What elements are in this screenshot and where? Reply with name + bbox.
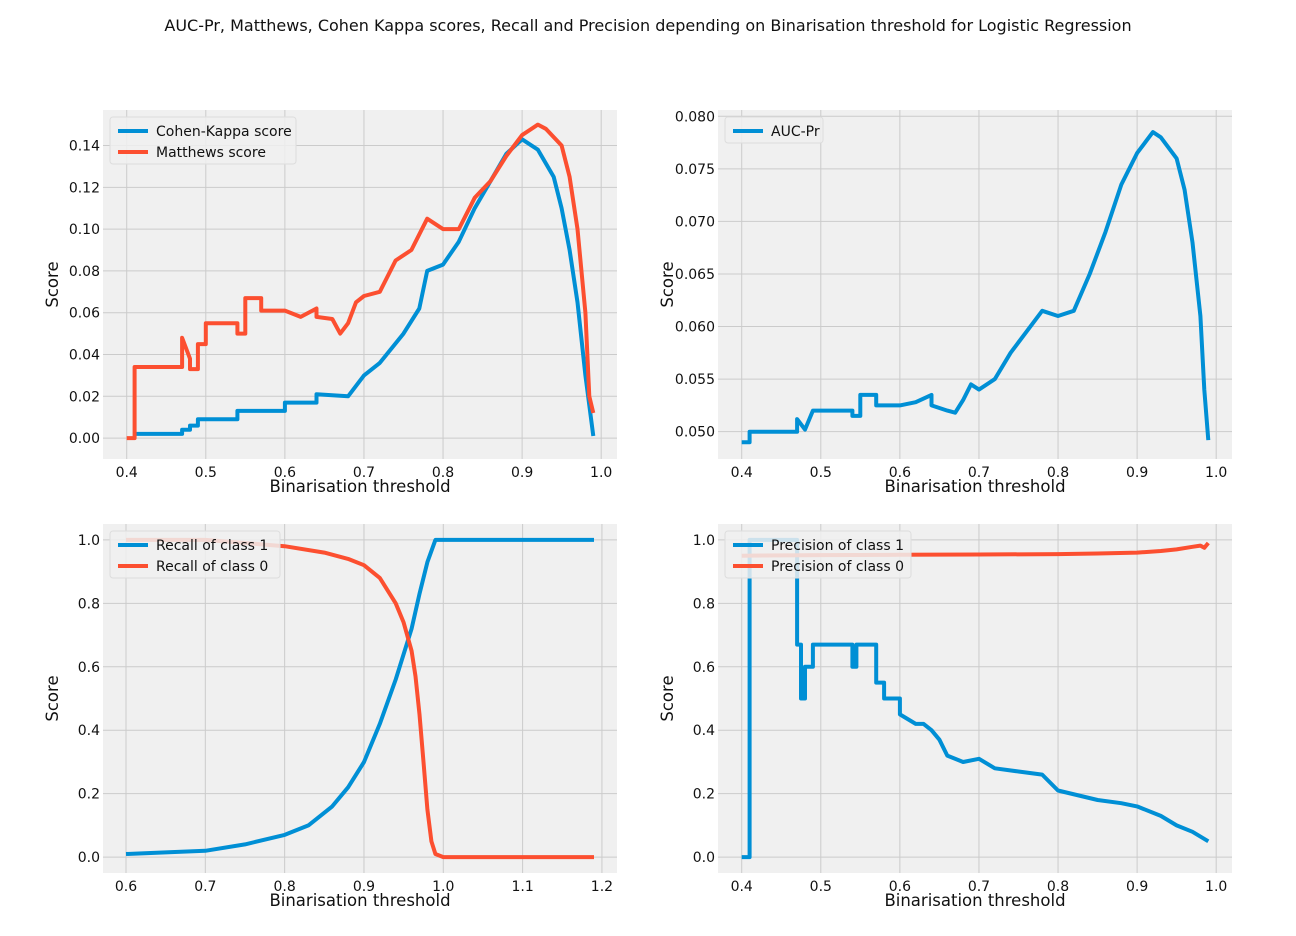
plot-area	[103, 110, 617, 459]
y-axis-label: Score	[658, 261, 677, 307]
x-axis-label: Binarisation threshold	[884, 891, 1065, 910]
x-tick-label: 0.4	[731, 879, 753, 895]
series-line-auc-pr	[741, 130, 1211, 445]
y-tick-label: 0.6	[78, 660, 100, 676]
legend-label: Precision of class 1	[771, 538, 904, 554]
legend	[724, 530, 912, 579]
x-tick-label: 0.7	[968, 879, 990, 895]
x-tick-label: 0.8	[1047, 465, 1069, 481]
plot-area	[718, 110, 1232, 459]
x-axis-label: Binarisation threshold	[269, 477, 450, 496]
y-tick-label: 0.02	[69, 389, 100, 405]
x-tick-label: 1.1	[511, 879, 533, 895]
series-line-recall-of-class-1	[125, 537, 594, 856]
legend-label: Matthews score	[156, 145, 266, 161]
legend-label: Precision of class 0	[771, 559, 904, 575]
y-tick-label: 0.060	[675, 320, 715, 336]
x-tick-label: 0.9	[1126, 465, 1148, 481]
x-tick-label: 1.0	[1205, 465, 1227, 481]
x-tick-label: 0.9	[1126, 879, 1148, 895]
subplot-recall: 0.6 0.7 0.8 0.9 1.0 1.1 1.20.00.20.40.60.81.0B…	[43, 524, 617, 910]
y-tick-label: 0.075	[675, 162, 715, 178]
y-tick-label: 0.050	[675, 425, 715, 441]
x-tick-label: 0.4	[116, 465, 138, 481]
y-tick-label: 0.14	[69, 139, 100, 155]
y-axis-label: Score	[658, 675, 677, 721]
y-tick-label: 0.2	[693, 787, 715, 803]
x-tick-label: 0.6	[889, 465, 911, 481]
x-tick-label: 1.0	[1205, 879, 1227, 895]
x-tick-label: 0.6	[115, 879, 137, 895]
x-tick-label: 0.7	[968, 465, 990, 481]
subplot-scores: 0.4 0.5 0.6 0.7 0.8 0.9 1.0 0.00 0.02 0.04 0.06 0.0…	[43, 110, 617, 496]
x-tick-label: 0.4	[731, 465, 753, 481]
y-tick-label: 0.055	[675, 372, 715, 388]
x-tick-label: 0.5	[195, 465, 217, 481]
x-axis-label: Binarisation threshold	[884, 477, 1065, 496]
x-tick-label: 0.8	[432, 465, 454, 481]
x-tick-label: 0.7	[353, 465, 375, 481]
x-tick-label: 0.6	[274, 465, 296, 481]
y-axis-label: Score	[43, 675, 62, 721]
x-tick-label: 0.5	[810, 879, 832, 895]
x-tick-label: 0.8	[1047, 879, 1069, 895]
legend	[109, 530, 281, 579]
figure-title: AUC-Pr, Matthews, Cohen Kappa scores, Re…	[164, 16, 1132, 35]
x-tick-label: 0.9	[353, 879, 375, 895]
y-axis-label: Score	[43, 261, 62, 307]
subplot-precision: 0.4 0.5 0.6 0.7 0.8 0.9 1.0 0.0 0.2 0.4 0.6 0.8 1.0 B…	[658, 524, 1232, 910]
legend-label: Cohen-Kappa score	[156, 124, 292, 140]
y-tick-label: 0.10	[69, 222, 100, 238]
plot-area	[103, 524, 617, 873]
x-axis-label: Binarisation threshold	[269, 891, 450, 910]
series-line-cohen-kappa-score	[134, 137, 596, 437]
subplot-auc-pr: 0.4 0.5 0.6 0.7 0.8 0.9 1.0 0.050 0.055 0.060 0.06…	[658, 109, 1232, 496]
y-tick-label: 0.2	[78, 787, 100, 803]
x-tick-label: 0.9	[511, 465, 533, 481]
legend	[724, 116, 824, 144]
y-tick-label: 0.080	[675, 109, 715, 125]
y-tick-label: 0.0	[693, 850, 715, 866]
x-tick-label: 0.5	[810, 465, 832, 481]
y-tick-label: 0.4	[78, 723, 100, 739]
legend	[109, 116, 297, 165]
legend-label: Recall of class 0	[156, 559, 268, 575]
x-tick-label: 0.8	[274, 879, 296, 895]
y-tick-label: 0.4	[693, 723, 715, 739]
y-tick-label: 1.0	[693, 533, 715, 549]
legend-label: Recall of class 1	[156, 538, 268, 554]
x-tick-label: 1.0	[590, 465, 612, 481]
y-tick-label: 0.6	[693, 660, 715, 676]
y-tick-label: 0.08	[69, 264, 100, 280]
x-tick-label: 1.2	[591, 879, 613, 895]
y-tick-label: 0.8	[693, 596, 715, 612]
series-line-precision-of-class-1	[741, 537, 1210, 860]
series-line-recall-of-class-0	[126, 537, 594, 860]
series-line-matthews-score	[126, 122, 596, 441]
x-tick-label: 1.0	[432, 879, 454, 895]
x-tick-label: 0.7	[194, 879, 216, 895]
y-tick-label: 0.04	[69, 348, 100, 364]
y-tick-label: 0.065	[675, 267, 715, 283]
y-tick-label: 0.8	[78, 596, 100, 612]
y-tick-label: 0.070	[675, 214, 715, 230]
y-tick-label: 0.06	[69, 306, 100, 322]
y-tick-label: 0.12	[69, 180, 100, 196]
y-tick-label: 0.00	[69, 431, 100, 447]
legend-label: AUC-Pr	[771, 124, 820, 140]
y-tick-label: 1.0	[78, 533, 100, 549]
x-tick-label: 0.6	[889, 879, 911, 895]
y-tick-label: 0.0	[78, 850, 100, 866]
